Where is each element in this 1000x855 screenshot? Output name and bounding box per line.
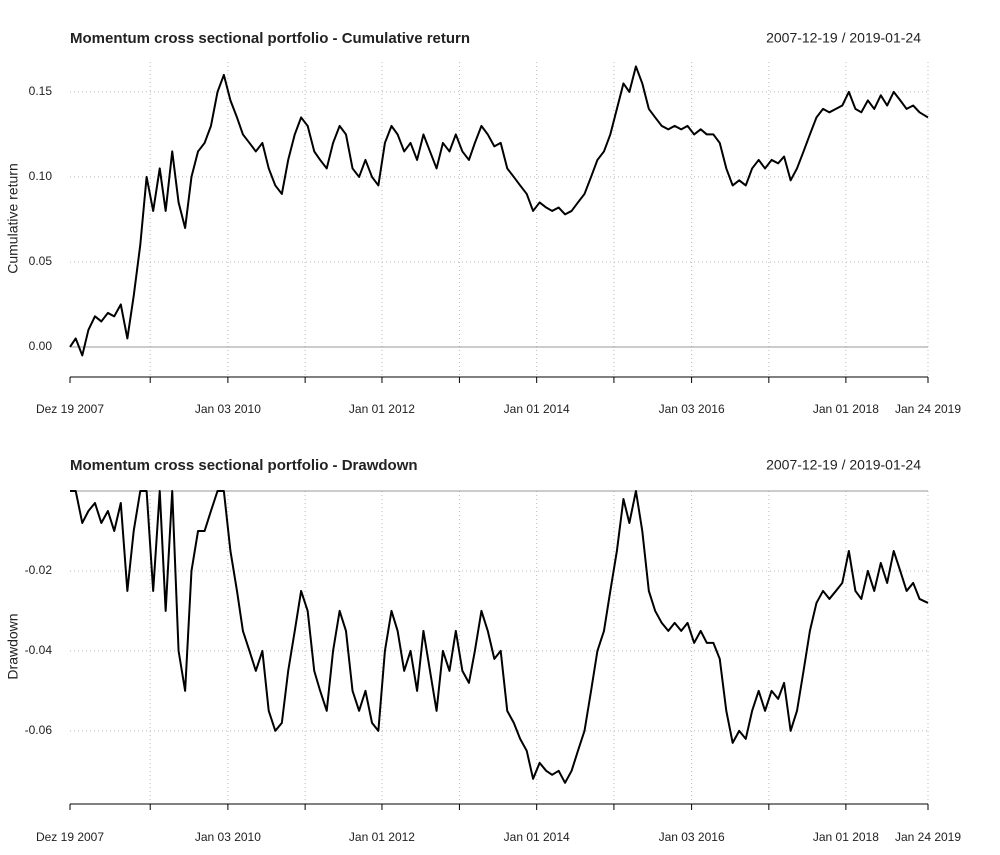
x-tick-label: Jan 24 2019	[895, 830, 961, 844]
y-tick-label: 0.10	[29, 169, 53, 183]
x-tick-label: Dez 19 2007	[36, 402, 104, 416]
date-range: 2007-12-19 / 2019-01-24	[766, 457, 921, 473]
chart-title: Momentum cross sectional portfolio - Cum…	[70, 30, 470, 47]
series-line	[70, 490, 929, 784]
y-tick-label: -0.04	[25, 643, 53, 657]
x-tick-label: Jan 01 2014	[504, 402, 570, 416]
y-tick-label: -0.06	[25, 723, 53, 737]
chart-title: Momentum cross sectional portfolio - Dra…	[70, 457, 418, 474]
x-tick-label: Jan 03 2010	[195, 402, 261, 416]
x-tick-label: Jan 03 2016	[659, 830, 725, 844]
x-tick-label: Jan 01 2014	[504, 830, 570, 844]
x-tick-label: Jan 01 2012	[349, 402, 415, 416]
x-tick-label: Jan 01 2012	[349, 830, 415, 844]
y-tick-label: 0.00	[29, 339, 53, 353]
date-range: 2007-12-19 / 2019-01-24	[766, 30, 921, 46]
x-tick-label: Jan 01 2018	[813, 402, 879, 416]
x-tick-label: Jan 01 2018	[813, 830, 879, 844]
y-tick-label: 0.15	[29, 84, 53, 98]
y-tick-label: -0.02	[25, 563, 53, 577]
series-line	[69, 65, 929, 357]
x-tick-label: Jan 03 2010	[195, 830, 261, 844]
x-tick-label: Jan 03 2016	[659, 402, 725, 416]
y-axis-label: Cumulative return	[5, 163, 21, 274]
y-axis-label: Drawdown	[5, 613, 21, 679]
y-tick-label: 0.05	[29, 254, 53, 268]
x-tick-label: Dez 19 2007	[36, 830, 104, 844]
x-tick-label: Jan 24 2019	[895, 402, 961, 416]
